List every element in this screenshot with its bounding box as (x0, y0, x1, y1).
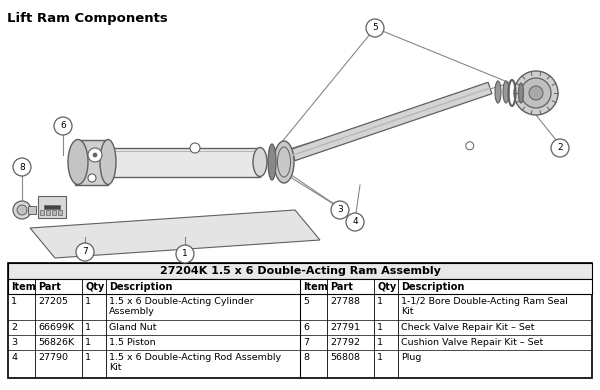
Text: 1: 1 (85, 297, 91, 306)
Text: 8: 8 (303, 353, 309, 362)
Circle shape (17, 205, 27, 215)
Text: 7: 7 (303, 338, 309, 347)
Circle shape (13, 158, 31, 176)
Bar (58, 210, 62, 215)
Text: 1: 1 (182, 250, 188, 259)
Circle shape (54, 117, 72, 135)
Text: 2: 2 (557, 144, 563, 152)
Text: Plug: Plug (401, 353, 421, 362)
Circle shape (76, 243, 94, 261)
Text: 27790: 27790 (38, 353, 68, 362)
Ellipse shape (518, 83, 523, 103)
Ellipse shape (100, 140, 116, 184)
Text: Description: Description (109, 282, 172, 291)
Polygon shape (30, 210, 320, 258)
Text: 66699K: 66699K (38, 323, 74, 332)
Circle shape (551, 139, 569, 157)
Text: 1: 1 (85, 338, 91, 347)
Circle shape (176, 245, 194, 263)
Circle shape (466, 142, 474, 150)
Text: 5: 5 (372, 23, 378, 32)
Text: 1: 1 (377, 338, 383, 347)
Text: Gland Nut: Gland Nut (109, 323, 157, 332)
Text: 1: 1 (377, 297, 383, 306)
Bar (108, 148, 260, 177)
Polygon shape (291, 82, 492, 161)
Text: 1.5 Piston: 1.5 Piston (109, 338, 155, 347)
Bar (8, 279, 592, 294)
Text: Item: Item (303, 282, 328, 291)
Text: 1: 1 (377, 323, 383, 332)
Circle shape (529, 86, 543, 100)
Text: Cushion Valve Repair Kit – Set: Cushion Valve Repair Kit – Set (401, 338, 543, 347)
Bar (8, 263, 592, 279)
Text: 56808: 56808 (330, 353, 360, 362)
Text: 4: 4 (352, 218, 358, 227)
Text: Description: Description (401, 282, 464, 291)
Text: 1: 1 (377, 353, 383, 362)
Ellipse shape (68, 140, 88, 184)
Bar (44, 205, 60, 209)
Circle shape (521, 78, 551, 108)
Circle shape (331, 201, 349, 219)
Circle shape (88, 174, 96, 182)
Bar (38, 196, 66, 218)
Circle shape (366, 19, 384, 37)
Circle shape (93, 153, 97, 157)
Bar (52, 210, 56, 215)
Text: 6: 6 (303, 323, 309, 332)
Text: 27792: 27792 (330, 338, 360, 347)
Text: 2: 2 (11, 323, 17, 332)
Circle shape (190, 143, 200, 153)
Text: 27791: 27791 (330, 323, 360, 332)
Text: 6: 6 (60, 122, 66, 131)
Text: 1.5 x 6 Double-Acting Cylinder
Assembly: 1.5 x 6 Double-Acting Cylinder Assembly (109, 297, 254, 316)
Text: 1: 1 (85, 323, 91, 332)
Bar (46, 210, 50, 215)
Text: 1.5 x 6 Double-Acting Rod Assembly
Kit: 1.5 x 6 Double-Acting Rod Assembly Kit (109, 353, 281, 372)
Text: Part: Part (330, 282, 353, 291)
Text: 56826K: 56826K (38, 338, 74, 347)
Text: 3: 3 (11, 338, 17, 347)
Text: Part: Part (38, 282, 61, 291)
Text: 7: 7 (82, 248, 88, 257)
Ellipse shape (495, 81, 501, 103)
Ellipse shape (253, 147, 267, 177)
Polygon shape (75, 140, 108, 185)
Text: 5: 5 (303, 297, 309, 306)
Ellipse shape (268, 144, 276, 180)
Circle shape (13, 201, 31, 219)
Circle shape (514, 71, 558, 115)
Bar (28, 206, 36, 214)
Circle shape (88, 148, 102, 162)
Text: 1: 1 (85, 353, 91, 362)
Text: Lift Ram Components: Lift Ram Components (7, 12, 168, 25)
Ellipse shape (274, 141, 294, 183)
Ellipse shape (503, 81, 509, 103)
Text: Item: Item (11, 282, 36, 291)
Text: 27788: 27788 (330, 297, 360, 306)
Text: 4: 4 (11, 353, 17, 362)
Text: 27204K 1.5 x 6 Double-Acting Ram Assembly: 27204K 1.5 x 6 Double-Acting Ram Assembl… (160, 266, 440, 276)
Text: 1-1/2 Bore Double-Acting Ram Seal
Kit: 1-1/2 Bore Double-Acting Ram Seal Kit (401, 297, 568, 316)
Bar (40, 210, 44, 215)
Text: 3: 3 (337, 206, 343, 214)
Circle shape (346, 213, 364, 231)
Text: 27205: 27205 (38, 297, 68, 306)
Text: Qty: Qty (377, 282, 396, 291)
Text: Check Valve Repair Kit – Set: Check Valve Repair Kit – Set (401, 323, 535, 332)
Bar (8, 263, 592, 378)
Text: Qty: Qty (85, 282, 104, 291)
Text: 8: 8 (19, 163, 25, 172)
Text: 1: 1 (11, 297, 17, 306)
